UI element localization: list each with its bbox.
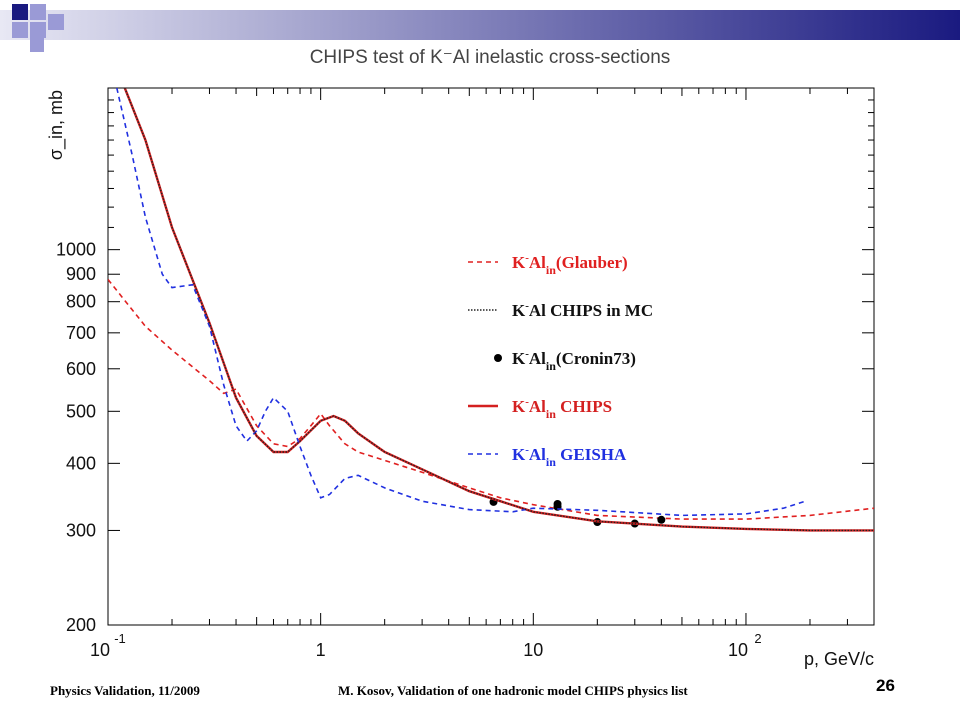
x-tick-label: 10 [90,640,110,660]
y-axis-label: σ_in, mb [46,90,67,160]
plot-frame [107,87,875,626]
legend-label: K-Alin GEISHA [512,444,627,469]
y-tick-label: 1000 [56,240,96,260]
y-tick-label: 400 [66,453,96,473]
y-tick-label: 500 [66,401,96,421]
header-square-light [30,22,46,38]
x-tick-label: 10 [728,640,748,660]
legend-label: K-Alin(Cronin73) [512,348,636,373]
y-tick-label: 700 [66,323,96,343]
header-square-light [30,38,44,52]
y-tick-label: 800 [66,292,96,312]
y-tick-label: 900 [66,264,96,284]
x-tick-label: 10 [523,640,543,660]
series-group [108,88,874,532]
series-line [108,279,874,520]
header-square-dark [12,4,28,20]
y-tick-label: 300 [66,520,96,540]
series-line [116,88,806,517]
series-line [123,88,874,532]
series-line-mc-overlay [124,88,874,532]
legend-label: K-Al CHIPS in MC [512,300,653,320]
header-square-light [30,4,46,20]
header-square-light [12,22,28,38]
slide-number: 26 [876,676,895,695]
y-tick-label: 200 [66,615,96,635]
header-band [0,10,960,40]
x-tick-exponent: 2 [754,631,761,646]
x-tick-exponent: -1 [114,631,126,646]
legend-marker [494,354,502,362]
series-line [124,88,874,532]
footer-left: Physics Validation, 11/2009 [50,683,200,698]
x-axis-label: p, GeV/c [804,649,874,669]
legend-label: K-Alin CHIPS [512,396,612,421]
y-tick-label: 600 [66,359,96,379]
x-tick-label: 1 [316,640,326,660]
legend-label: K-Alin(Glauber) [512,252,628,277]
header-square-light [48,14,64,30]
data-point [657,515,666,524]
footer-center: M. Kosov, Validation of one hadronic mod… [338,683,688,698]
chart-title: CHIPS test of K⁻Al inelastic cross-secti… [309,47,671,68]
header-decoration [0,4,960,52]
